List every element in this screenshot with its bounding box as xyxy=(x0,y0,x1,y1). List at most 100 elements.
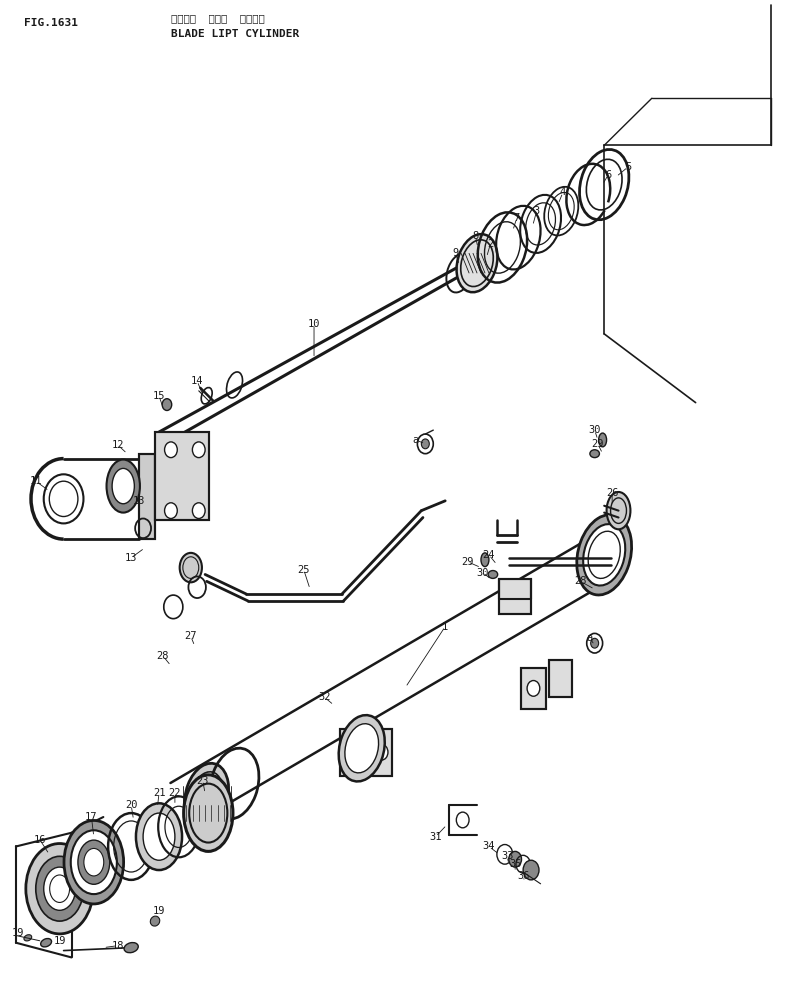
Text: 13: 13 xyxy=(125,553,138,563)
Circle shape xyxy=(591,638,599,648)
Ellipse shape xyxy=(180,553,202,582)
Text: 28: 28 xyxy=(574,576,587,586)
Text: 19: 19 xyxy=(153,906,165,916)
Text: 12: 12 xyxy=(111,440,124,450)
Text: 20: 20 xyxy=(125,800,138,810)
Ellipse shape xyxy=(107,460,140,513)
Ellipse shape xyxy=(71,831,117,894)
Ellipse shape xyxy=(64,821,123,903)
Bar xyxy=(549,660,572,697)
Text: 9: 9 xyxy=(452,248,459,258)
Circle shape xyxy=(192,442,205,458)
Bar xyxy=(155,432,209,520)
Ellipse shape xyxy=(78,841,110,884)
Text: BLADE LIPT CYLINDER: BLADE LIPT CYLINDER xyxy=(171,29,299,39)
Text: 17: 17 xyxy=(85,812,98,822)
Bar xyxy=(521,668,546,709)
Ellipse shape xyxy=(599,433,607,447)
Text: 30: 30 xyxy=(476,568,489,577)
Ellipse shape xyxy=(481,553,489,567)
Circle shape xyxy=(165,442,177,458)
Bar xyxy=(139,454,155,539)
Bar xyxy=(340,729,360,776)
Text: 2: 2 xyxy=(487,239,494,248)
Ellipse shape xyxy=(488,571,498,578)
Text: 33: 33 xyxy=(501,851,514,861)
Text: a: a xyxy=(413,435,419,445)
Text: FIG.1631: FIG.1631 xyxy=(24,18,78,27)
Text: 1: 1 xyxy=(442,622,448,631)
Ellipse shape xyxy=(339,715,385,782)
Text: 23: 23 xyxy=(196,776,209,786)
Text: 25: 25 xyxy=(297,565,310,574)
Text: 24: 24 xyxy=(483,550,495,560)
Ellipse shape xyxy=(124,943,138,953)
Text: 34: 34 xyxy=(483,842,495,851)
Ellipse shape xyxy=(36,856,83,921)
Text: 29: 29 xyxy=(591,439,604,449)
Text: 31: 31 xyxy=(429,832,442,842)
Ellipse shape xyxy=(41,939,52,947)
Circle shape xyxy=(165,503,177,518)
Circle shape xyxy=(192,503,205,518)
Circle shape xyxy=(523,860,539,880)
Text: 13: 13 xyxy=(133,496,145,506)
Circle shape xyxy=(421,439,429,449)
Ellipse shape xyxy=(590,450,599,458)
Ellipse shape xyxy=(607,492,630,529)
Text: 14: 14 xyxy=(191,376,204,386)
Ellipse shape xyxy=(191,772,223,819)
Circle shape xyxy=(375,744,388,760)
Circle shape xyxy=(162,399,172,410)
Text: 10: 10 xyxy=(308,319,320,329)
Bar xyxy=(340,729,360,776)
Text: 32: 32 xyxy=(318,692,331,702)
Ellipse shape xyxy=(456,234,498,293)
Ellipse shape xyxy=(345,724,378,773)
Ellipse shape xyxy=(143,813,175,860)
Bar xyxy=(521,668,546,709)
Text: 27: 27 xyxy=(184,631,197,641)
Circle shape xyxy=(509,851,522,867)
Bar xyxy=(372,729,392,776)
Text: 36: 36 xyxy=(517,871,529,881)
Text: 21: 21 xyxy=(153,789,165,798)
Text: 35: 35 xyxy=(509,859,522,869)
Text: 16: 16 xyxy=(33,835,46,845)
Ellipse shape xyxy=(584,524,625,585)
Ellipse shape xyxy=(136,803,182,870)
Text: 5: 5 xyxy=(625,162,631,172)
Text: 8: 8 xyxy=(472,231,479,241)
Text: 19: 19 xyxy=(12,928,25,938)
Text: 4: 4 xyxy=(560,188,566,197)
Text: 22: 22 xyxy=(169,789,181,798)
Text: 6: 6 xyxy=(605,170,611,180)
Ellipse shape xyxy=(184,763,229,828)
Bar xyxy=(499,579,531,614)
Bar xyxy=(155,432,209,520)
Bar xyxy=(372,729,392,776)
Text: 28: 28 xyxy=(157,651,169,661)
Text: ブレード  リフト  シリンダ: ブレード リフト シリンダ xyxy=(171,13,265,23)
Ellipse shape xyxy=(577,515,631,595)
Bar xyxy=(139,454,155,539)
Ellipse shape xyxy=(24,935,32,941)
Ellipse shape xyxy=(44,867,76,910)
Bar xyxy=(549,660,572,697)
Text: 3: 3 xyxy=(533,206,540,216)
Circle shape xyxy=(343,744,356,760)
Text: 15: 15 xyxy=(153,391,165,401)
Text: a: a xyxy=(587,633,593,643)
Ellipse shape xyxy=(112,468,134,504)
Ellipse shape xyxy=(184,775,233,851)
Ellipse shape xyxy=(25,844,94,934)
Text: 11: 11 xyxy=(29,476,42,486)
Text: 30: 30 xyxy=(588,425,601,435)
Text: 18: 18 xyxy=(111,941,124,951)
Text: 7: 7 xyxy=(514,213,520,223)
Circle shape xyxy=(527,681,540,696)
Ellipse shape xyxy=(83,848,103,876)
Text: 19: 19 xyxy=(53,936,66,946)
Circle shape xyxy=(44,474,83,523)
Text: 29: 29 xyxy=(461,557,474,567)
